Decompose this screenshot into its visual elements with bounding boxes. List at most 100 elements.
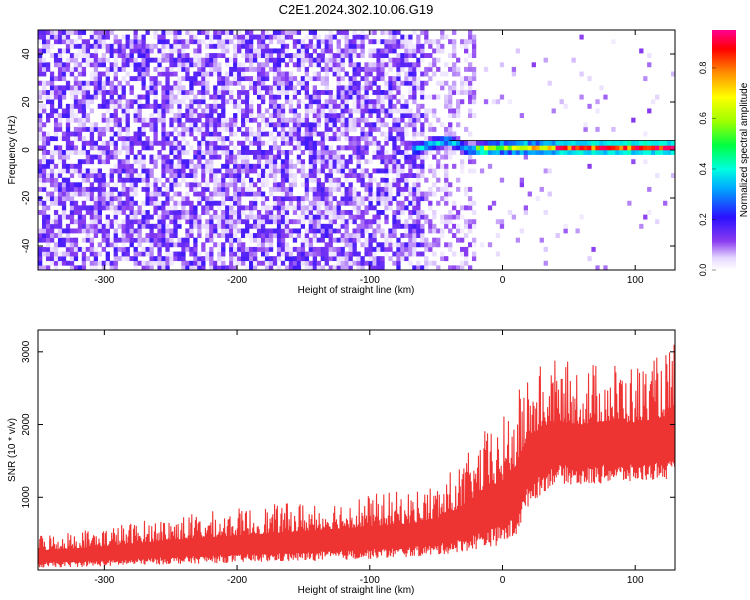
heatmap-cell: [69, 39, 75, 45]
heatmap-cell: [328, 173, 333, 178]
heatmap-cell: [165, 246, 170, 252]
heatmap-cell: [81, 219, 87, 225]
heatmap-cell: [412, 228, 417, 234]
heatmap-cell: [328, 103, 333, 109]
heatmap-cell: [615, 140, 620, 146]
heatmap-cell: [292, 237, 298, 243]
heatmap-cell: [38, 260, 43, 266]
heatmap-cell: [304, 196, 310, 202]
heatmap-cell: [141, 223, 146, 229]
heatmap-cell: [471, 48, 477, 54]
heatmap-cell: [332, 122, 337, 128]
heatmap-cell: [591, 145, 596, 151]
heatmap-cell: [197, 48, 202, 54]
heatmap-cell: [380, 233, 385, 238]
heatmap-cell: [260, 168, 266, 174]
heatmap-cell: [205, 200, 210, 206]
heatmap-cell: [185, 126, 190, 132]
heatmap-cell: [475, 140, 481, 146]
heatmap-cell: [53, 219, 59, 225]
heatmap-cell: [444, 80, 449, 86]
heatmap-cell: [260, 62, 266, 68]
heatmap-cell: [97, 126, 102, 132]
heatmap-cell: [41, 205, 47, 211]
heatmap-cell: [324, 117, 329, 123]
heatmap-cell: [356, 228, 361, 234]
heatmap-cell: [364, 131, 369, 137]
heatmap-cell: [364, 237, 369, 243]
heatmap-cell: [340, 66, 345, 72]
heatmap-cell: [85, 223, 91, 229]
heatmap-cell: [173, 136, 178, 142]
heatmap-cell: [424, 150, 429, 155]
heatmap-cell: [352, 150, 357, 155]
heatmap-cell: [499, 145, 505, 151]
heatmap-cell: [109, 191, 114, 197]
heatmap-cell: [205, 186, 210, 192]
heatmap-cell: [344, 200, 349, 206]
heatmap-cell: [308, 30, 314, 35]
heatmap-cell: [45, 43, 51, 49]
heatmap-cell: [209, 251, 214, 257]
heatmap-cell: [324, 43, 329, 49]
heatmap-cell: [117, 196, 122, 202]
heatmap-cell: [221, 246, 226, 252]
heatmap-cell: [41, 214, 47, 220]
heatmap-cell: [105, 205, 110, 211]
heatmap-cell: [209, 66, 214, 72]
heatmap-cell: [284, 140, 290, 146]
heatmap-cell: [328, 256, 333, 262]
heatmap-cell: [416, 62, 421, 68]
heatmap-cell: [356, 205, 361, 211]
heatmap-cell: [392, 159, 397, 165]
heatmap-cell: [260, 43, 266, 49]
heatmap-cell: [276, 34, 282, 40]
heatmap-cell: [245, 173, 250, 178]
heatmap-cell: [284, 34, 290, 40]
heatmap-cell: [73, 53, 79, 58]
heatmap-cell: [296, 66, 302, 72]
heatmap-cell: [177, 62, 182, 68]
heatmap-cell: [221, 136, 226, 142]
heatmap-cell: [225, 233, 230, 238]
snr-x-ticks: -300 -200 -100 0 100: [94, 330, 644, 586]
heatmap-cell: [360, 219, 365, 225]
heatmap-cell: [133, 94, 138, 100]
heatmap-cell: [340, 34, 345, 40]
heatmap-cell: [173, 200, 178, 206]
heatmap-cell: [197, 43, 202, 49]
heatmap-cell: [424, 145, 429, 151]
heatmap-cell: [404, 53, 409, 58]
heatmap-cell: [420, 53, 425, 58]
heatmap-cell: [324, 99, 329, 105]
heatmap-cell: [193, 57, 198, 63]
heatmap-cell: [149, 113, 154, 118]
heatmap-cell: [292, 113, 298, 118]
heatmap-cell: [97, 173, 102, 178]
heatmap-cell: [671, 150, 675, 155]
heatmap-cell: [340, 113, 345, 118]
heatmap-cell: [117, 126, 122, 132]
heatmap-cell: [416, 260, 421, 266]
heatmap-cell: [312, 108, 317, 114]
heatmap-cell: [356, 85, 361, 91]
heatmap-cell: [61, 131, 67, 137]
heatmap-cell: [296, 43, 302, 49]
heatmap-cell: [440, 186, 445, 192]
heatmap-cell: [384, 122, 389, 128]
heatmap-cell: [300, 150, 306, 155]
heatmap-cell: [344, 242, 349, 248]
heatmap-cell: [547, 140, 552, 146]
heatmap-cell: [252, 265, 258, 270]
heatmap-cell: [380, 177, 385, 183]
heatmap-cell: [137, 62, 142, 68]
heatmap-cell: [336, 260, 341, 266]
heatmap-cell: [53, 108, 59, 114]
heatmap-cell: [169, 150, 174, 155]
heatmap-cell: [153, 140, 158, 146]
heatmap-cell: [153, 191, 158, 197]
heatmap-cell: [308, 200, 314, 206]
heatmap-cell: [137, 113, 142, 118]
heatmap-cell: [452, 30, 457, 35]
heatmap-cell: [364, 260, 369, 266]
